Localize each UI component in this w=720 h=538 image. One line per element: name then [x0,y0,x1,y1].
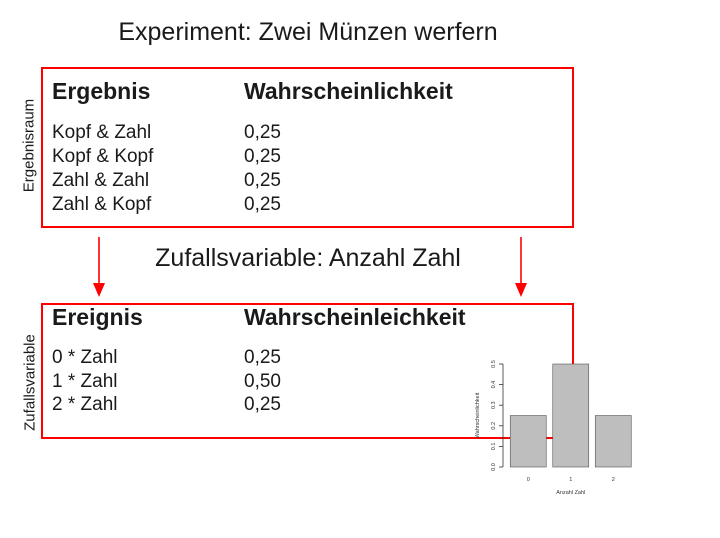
bar [552,363,590,468]
top-row-probability: 0,25 [244,170,281,191]
y-tick-label: 0.4 [491,381,497,389]
y-tick-label: 0.0 [491,463,497,471]
x-axis-title: Anzahl Zahl [556,490,585,496]
bottom-header-event: Ereignis [52,304,143,330]
bottom-row-probability: 0,25 [244,394,281,415]
top-row-outcome: Zahl & Kopf [52,194,152,215]
top-header-probability: Wahrscheinlichkeit [244,78,453,104]
bar [509,415,547,468]
right-arrow [515,237,527,297]
top-row-probability: 0,25 [244,146,281,167]
bottom-header-probability: Wahrscheinleichkeit [244,304,466,330]
page-title: Experiment: Zwei Münzen werfern [118,18,498,46]
x-tick-label: 2 [612,477,615,483]
x-tick-label: 1 [569,477,572,483]
bottom-row-event: 0 * Zahl [52,347,118,368]
top-row-probability: 0,25 [244,122,281,143]
bar [594,415,632,468]
y-tick-label: 0.2 [491,422,497,430]
y-tick-label: 0.3 [491,401,497,409]
y-tick-label: 0.5 [491,360,497,368]
random-variable-title: Zufallsvariable: Anzahl Zahl [155,244,461,272]
top-row-probability: 0,25 [244,194,281,215]
x-tick-label: 0 [527,477,530,483]
bottom-row-event: 1 * Zahl [52,371,118,392]
random-variable-label: Zufallsvariable [21,334,39,431]
top-row-outcome: Kopf & Kopf [52,146,154,167]
bottom-row-event: 2 * Zahl [52,394,118,415]
top-header-outcome: Ergebnis [52,78,151,104]
probability-bar-chart: 0.0 0.1 0.2 0.3 0.4 0.5 Wahrscheinlichkeit 0 1 2 A… [475,360,632,496]
y-axis-title: Wahrscheinlichkeit [475,392,481,438]
top-row-outcome: Kopf & Zahl [52,122,152,143]
y-tick-label: 0.1 [491,443,497,451]
bottom-row-probability: 0,25 [244,347,281,368]
top-row-outcome: Zahl & Zahl [52,170,150,191]
bottom-row-probability: 0,50 [244,371,281,392]
left-arrow [93,237,105,297]
sample-space-box [41,67,574,228]
